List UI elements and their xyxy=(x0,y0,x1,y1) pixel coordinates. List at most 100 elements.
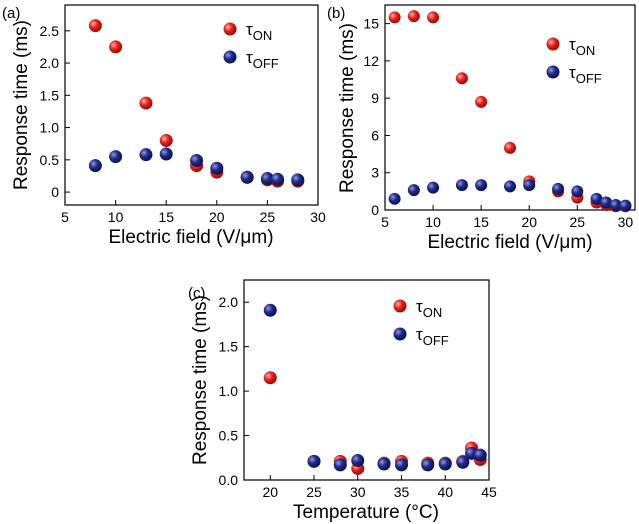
point-off xyxy=(139,148,153,162)
x-tick-label: 15 xyxy=(158,209,174,225)
point-off xyxy=(619,199,632,212)
ticks-c: 20 25 30 35 40 45 0.0 0.5 1.0 1.5 2.0 xyxy=(219,294,497,500)
point-off xyxy=(590,192,603,205)
legend-entry-on: τON xyxy=(246,20,272,43)
legend-marker-on xyxy=(393,299,407,313)
point-off xyxy=(388,192,401,205)
point-off xyxy=(395,458,408,472)
point-off xyxy=(351,453,365,467)
x-axis-label-c: Temperature (°C) xyxy=(293,502,439,523)
y-tick-label: 1.5 xyxy=(219,339,239,355)
y-tick-label: 0 xyxy=(371,202,379,218)
point-on xyxy=(427,11,440,24)
point-on xyxy=(109,40,123,54)
legend-entry-on: τON xyxy=(569,35,595,58)
x-tick-label: 10 xyxy=(425,214,441,230)
legend-subscript: ON xyxy=(253,28,273,43)
point-on xyxy=(407,10,420,23)
x-tick-label: 5 xyxy=(381,214,389,230)
x-tick-label: 15 xyxy=(473,214,489,230)
x-tick-label: 20 xyxy=(521,214,537,230)
point-off xyxy=(475,179,488,192)
y-tick-label: 15 xyxy=(363,16,379,32)
point-on xyxy=(475,95,488,108)
y-tick-label: 0.0 xyxy=(219,472,239,488)
legend-subscript: ON xyxy=(576,43,596,58)
y-axis-label-a: Response time (ms) xyxy=(11,20,32,190)
y-tick-label: 2.5 xyxy=(40,23,60,39)
legend-a: τON τOFF xyxy=(223,20,279,71)
y-tick-label: 1.0 xyxy=(40,120,60,136)
point-off xyxy=(88,159,102,173)
x-tick-label: 30 xyxy=(310,209,326,225)
plot-frame-b xyxy=(384,4,636,211)
point-off xyxy=(291,173,305,187)
point-off xyxy=(473,448,487,462)
x-tick-label: 20 xyxy=(262,484,278,500)
panel-label-c: (c) xyxy=(188,285,206,302)
chart-b: (b) 5 10 15 20 25 30 0 3 6 9 12 15 Electric field (… xyxy=(327,4,636,253)
data-points-b xyxy=(388,10,632,213)
y-tick-label: 3 xyxy=(371,165,379,181)
legend-marker-off xyxy=(546,65,560,79)
point-off xyxy=(421,458,435,472)
point-off xyxy=(552,182,565,195)
point-off xyxy=(407,184,420,197)
plot-frame-c xyxy=(243,279,490,481)
legend-entry-on: τON xyxy=(416,297,442,320)
legend-symbol: τ xyxy=(246,48,253,67)
legend-symbol: τ xyxy=(246,20,253,39)
point-on xyxy=(263,371,277,385)
x-tick-label: 25 xyxy=(260,209,276,225)
legend-symbol: τ xyxy=(569,63,576,82)
x-tick-label: 25 xyxy=(306,484,322,500)
y-tick-label: 12 xyxy=(363,53,379,69)
point-off xyxy=(240,170,254,184)
point-off xyxy=(600,196,613,209)
plot-frame-a xyxy=(64,4,319,206)
point-off xyxy=(571,185,584,198)
y-tick-label: 1.5 xyxy=(40,87,60,103)
y-tick-label: 2.0 xyxy=(40,55,60,71)
x-axis-label-b: Electric field (V/μm) xyxy=(427,232,592,253)
point-off xyxy=(159,147,173,161)
legend-symbol: τ xyxy=(569,35,576,54)
point-on xyxy=(159,133,173,147)
y-tick-label: 1.0 xyxy=(219,383,239,399)
point-off xyxy=(260,172,274,186)
legend-subscript: OFF xyxy=(423,333,449,348)
point-on xyxy=(88,19,102,33)
x-tick-label: 5 xyxy=(61,209,69,225)
legend-entry-off: τOFF xyxy=(416,325,449,348)
panel-label-b: (b) xyxy=(327,5,345,22)
chart-a: (a) 5 10 15 20 25 30 0 0.5 1.0 1.5 2.0 2.5 Electric… xyxy=(2,4,326,248)
x-tick-label: 35 xyxy=(394,484,410,500)
y-tick-label: 0.5 xyxy=(219,428,239,444)
legend-symbol: τ xyxy=(416,325,423,344)
y-tick-label: 6 xyxy=(371,127,379,143)
x-tick-label: 45 xyxy=(481,484,497,500)
point-off xyxy=(109,150,123,164)
y-tick-label: 0.5 xyxy=(40,152,60,168)
chart-c: (c) 20 25 30 35 40 45 0.0 0.5 1.0 1.5 2.0 Temperat… xyxy=(188,279,497,523)
x-axis-label-a: Electric field (V/μm) xyxy=(108,227,273,248)
point-off xyxy=(263,303,277,317)
legend-subscript: OFF xyxy=(576,71,602,86)
legend-subscript: ON xyxy=(423,305,443,320)
point-off xyxy=(427,181,440,194)
point-off xyxy=(190,153,204,167)
legend-entry-off: τOFF xyxy=(569,63,602,86)
legend-marker-on xyxy=(546,37,560,51)
point-off xyxy=(377,457,391,471)
x-tick-label: 30 xyxy=(350,484,366,500)
point-on xyxy=(504,141,516,154)
legend-marker-off xyxy=(393,327,407,341)
x-tick-label: 30 xyxy=(618,214,634,230)
legend-entry-off: τOFF xyxy=(246,48,279,71)
point-on xyxy=(139,96,153,110)
point-off xyxy=(271,172,285,186)
y-axis-label-c: Response time (ms) xyxy=(190,295,211,465)
ticks-b: 5 10 15 20 25 30 0 3 6 9 12 15 xyxy=(363,16,633,230)
x-tick-label: 10 xyxy=(108,209,124,225)
